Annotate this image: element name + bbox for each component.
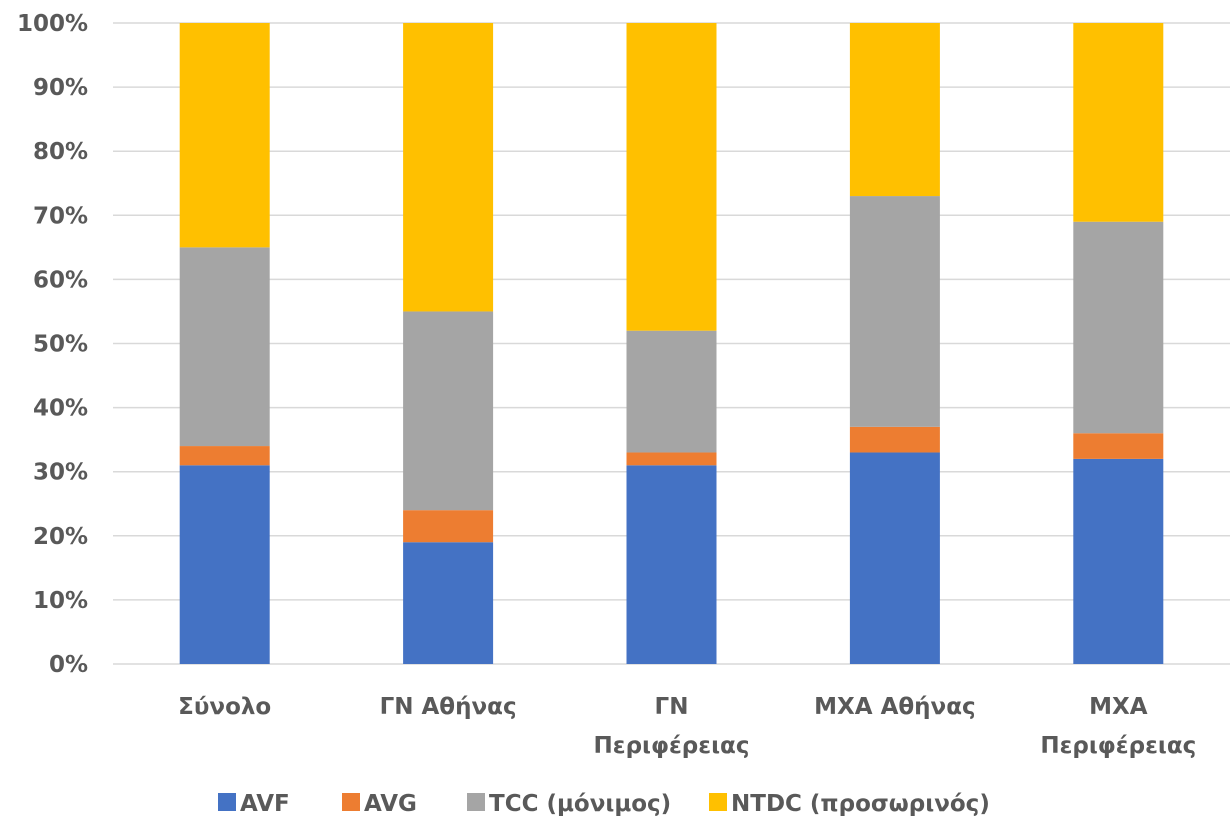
legend-label: TCC (μόνιμος) [489,791,671,817]
x-category-label: Περιφέρειας [594,733,750,759]
x-category-label: ΜΧΑ [1089,694,1148,720]
y-tick-label: 70% [33,203,88,229]
bar-segment [626,452,717,466]
bar-segment [179,23,270,248]
bar-segment [849,23,940,197]
bar-segment [626,23,717,331]
y-tick-label: 40% [33,396,88,422]
legend-label: AVG [364,791,417,817]
y-axis-ticks: 0% 10% 20% 30% 40% 50% 60% 70% 80% 90% 100% [17,11,88,678]
y-tick-label: 10% [33,588,88,614]
bar-segment [849,196,940,427]
bar-segment [1073,221,1164,434]
y-tick-label: 80% [33,139,88,165]
bar-segment [179,465,270,664]
bar-segment [179,247,270,447]
legend-swatch [709,793,727,811]
x-category-label: ΜΧΑ Αθήνας [814,694,976,720]
bar-segment [179,446,270,466]
legend-swatch [467,793,485,811]
y-tick-label: 0% [49,652,88,678]
y-tick-label: 90% [33,75,88,101]
bar-segment [1073,23,1164,222]
x-category-label: ΓΝ Αθήνας [380,694,517,720]
legend-swatch [342,793,360,811]
y-tick-label: 50% [33,332,88,358]
y-tick-label: 30% [33,460,88,486]
x-category-label: Σύνολο [178,694,271,720]
bars [179,23,1164,664]
y-tick-label: 100% [17,11,88,37]
bar-segment [1073,433,1164,459]
bar-segment [403,23,494,312]
legend-swatch [218,793,236,811]
bar-segment [403,542,494,664]
x-category-label: ΓΝ [655,694,689,720]
legend-label: AVF [240,791,290,817]
bar-segment [626,330,717,453]
x-axis-categories: Σύνολο ΓΝ Αθήνας ΓΝ Περιφέρειας ΜΧΑ Αθήνας ΜΧ… [178,694,1196,759]
bar-segment [626,465,717,664]
bar-segment [403,311,494,511]
y-tick-label: 20% [33,524,88,550]
bar-segment [1073,458,1164,664]
legend-label: NTDC (προσωρινός) [731,791,990,817]
bar-segment [849,426,940,453]
x-category-label: Περιφέρειας [1040,733,1196,759]
bar-segment [849,452,940,664]
legend: AVF AVG TCC (μόνιμος) NTDC (προσωρινός) [218,791,990,817]
y-tick-label: 60% [33,267,88,293]
bar-segment [403,510,494,543]
